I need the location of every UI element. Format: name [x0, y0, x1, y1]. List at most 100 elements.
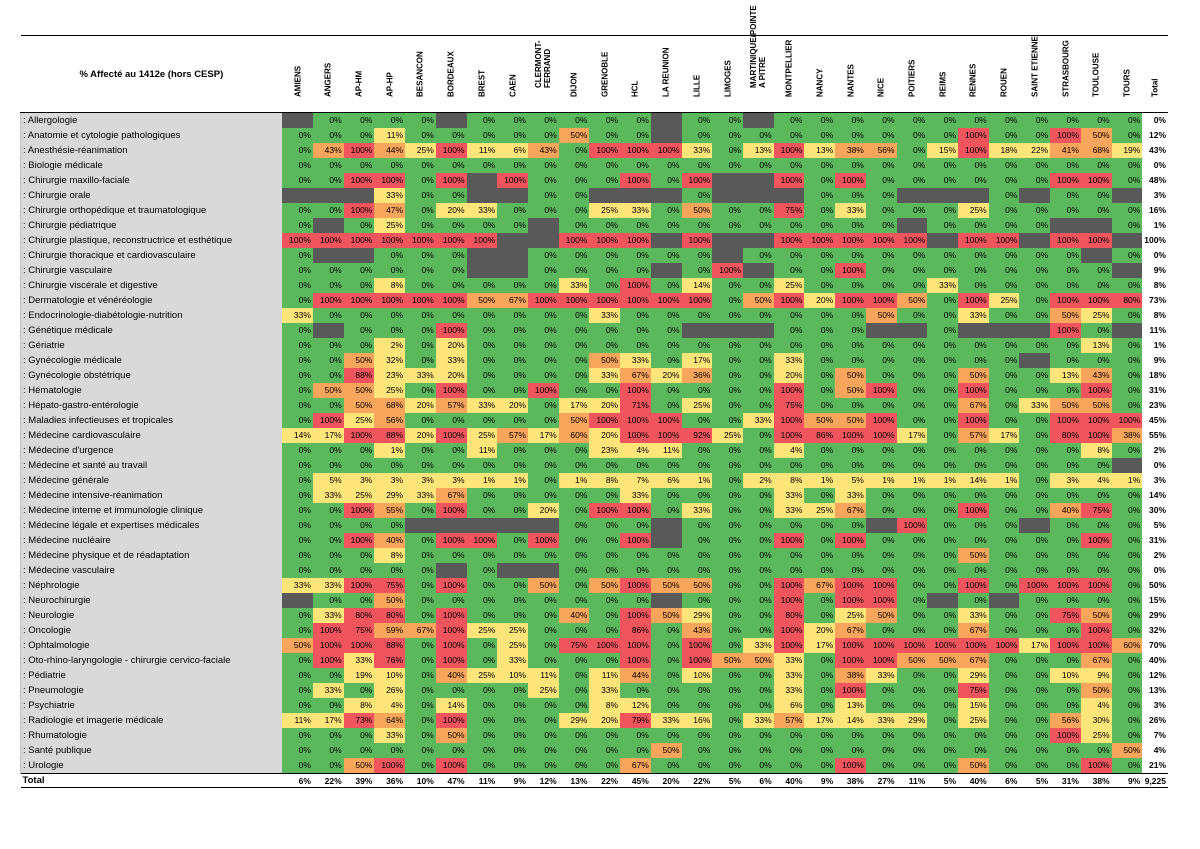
table-cell: 100%: [527, 383, 559, 398]
table-cell: 0%: [896, 308, 928, 323]
table-cell: 100%: [435, 713, 467, 728]
table-cell: [896, 188, 928, 203]
table-cell: 100%: [435, 323, 467, 338]
table-cell: 38%: [835, 668, 866, 683]
table-cell: 8%: [343, 698, 375, 713]
table-cell: 0%: [1111, 593, 1143, 608]
table-cell: 0%: [804, 112, 836, 128]
table-cell: 13%: [1050, 368, 1081, 383]
table-cell: 0%: [927, 443, 959, 458]
table-cell: 50%: [865, 608, 897, 623]
table-cell: 0%: [620, 218, 651, 233]
table-cell: 0%: [497, 413, 528, 428]
table-cell: 20%: [589, 398, 621, 413]
table-cell: [527, 218, 559, 233]
table-cell: 17%: [558, 398, 590, 413]
table-cell: 67%: [620, 758, 651, 774]
table-cell: 0%: [1019, 593, 1051, 608]
table-cell: 0%: [742, 443, 774, 458]
table-cell: 0%: [1111, 668, 1143, 683]
table-row: : Ophtalmologie 50% 100% 100% 88% 0% 100% 0% 25%…: [20, 638, 1168, 653]
table-cell: 0%: [988, 488, 1020, 503]
table-cell: 0%: [527, 353, 559, 368]
table-cell: 0%: [835, 353, 866, 368]
table-cell: 5%: [835, 473, 866, 488]
table-row: : Rhumatologie 0% 0% 0% 33% 0% 50% 0% 0% 0% 0% 0% 0%…: [20, 728, 1168, 743]
table-row: : Oncologie 0% 100% 75% 59% 67% 100% 25% 25% 0% 0%…: [20, 623, 1168, 638]
table-cell: 0%: [865, 338, 897, 353]
table-cell: 100%: [435, 608, 467, 623]
row-total-cell: 0%: [1142, 158, 1168, 173]
table-cell: 0%: [712, 503, 743, 518]
table-cell: 75%: [374, 578, 406, 593]
table-cell: 0%: [804, 518, 836, 533]
table-cell: 0%: [282, 608, 313, 623]
table-row: : Gériatrie 0% 0% 0% 2% 0% 20% 0% 0% 0% 0% 0% 0% 0% 0%…: [20, 338, 1168, 353]
table-cell: 0%: [497, 278, 528, 293]
table-cell: [1111, 263, 1143, 278]
table-cell: 80%: [773, 608, 805, 623]
table-cell: 0%: [497, 488, 528, 503]
table-cell: 17%: [312, 428, 344, 443]
table-cell: 100%: [1080, 428, 1112, 443]
table-cell: 0%: [1019, 368, 1051, 383]
table-cell: 0%: [1111, 383, 1143, 398]
table-cell: 38%: [835, 143, 866, 158]
table-cell: 0%: [527, 713, 559, 728]
table-cell: 33%: [681, 503, 713, 518]
table-cell: 100%: [865, 593, 897, 608]
table-cell: 0%: [865, 173, 897, 188]
footer-total-cell: 20%: [650, 773, 682, 788]
table-cell: 0%: [773, 728, 805, 743]
table-cell: 0%: [650, 203, 682, 218]
table-cell: 0%: [589, 263, 621, 278]
footer-total-cell: 6%: [742, 773, 774, 788]
table-cell: 0%: [958, 248, 989, 263]
table-cell: 40%: [374, 533, 406, 548]
row-total-cell: 3%: [1142, 698, 1168, 713]
table-cell: 0%: [466, 383, 498, 398]
table-cell: 0%: [405, 323, 436, 338]
table-cell: 0%: [742, 758, 774, 774]
table-cell: 100%: [1050, 323, 1081, 338]
table-row: : Oto-rhino-laryngologie - chirurgie cer…: [20, 653, 1168, 668]
table-cell: 67%: [405, 623, 436, 638]
table-cell: 0%: [896, 398, 928, 413]
table-cell: 100%: [558, 293, 590, 308]
table-cell: 100%: [958, 638, 989, 653]
table-cell: 8%: [374, 548, 406, 563]
table-cell: 11%: [282, 713, 313, 728]
table-cell: 57%: [435, 398, 467, 413]
table-cell: 0%: [865, 728, 897, 743]
table-cell: 0%: [558, 323, 590, 338]
table-cell: 100%: [835, 293, 866, 308]
table-cell: 0%: [681, 563, 713, 578]
table-cell: 0%: [1019, 698, 1051, 713]
table-cell: 0%: [988, 758, 1020, 774]
table-cell: 0%: [405, 443, 436, 458]
table-cell: 100%: [374, 173, 406, 188]
table-cell: 0%: [835, 323, 866, 338]
table-cell: 0%: [1019, 278, 1051, 293]
table-cell: 0%: [742, 128, 774, 143]
table-cell: 0%: [773, 743, 805, 758]
table-cell: 100%: [773, 413, 805, 428]
table-cell: 50%: [927, 653, 959, 668]
table-cell: 0%: [865, 263, 897, 278]
table-cell: [650, 593, 682, 608]
table-cell: 0%: [927, 488, 959, 503]
table-cell: [896, 323, 928, 338]
table-cell: 0%: [497, 743, 528, 758]
table-cell: 0%: [405, 698, 436, 713]
table-cell: 0%: [865, 623, 897, 638]
table-cell: 0%: [835, 128, 866, 143]
table-cell: 0%: [497, 383, 528, 398]
table-cell: 3%: [435, 473, 467, 488]
table-cell: 0%: [620, 323, 651, 338]
table-cell: 0%: [282, 368, 313, 383]
table-cell: 25%: [405, 143, 436, 158]
table-cell: 0%: [312, 548, 344, 563]
table-cell: 0%: [312, 308, 344, 323]
table-cell: 0%: [988, 308, 1020, 323]
table-title: % Affecté au 1412e (hors CESP): [20, 35, 283, 113]
